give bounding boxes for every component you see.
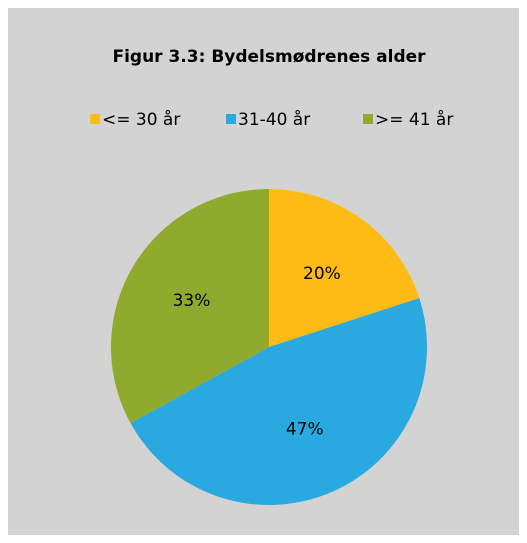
legend-label: >= 41 år [375, 109, 453, 130]
legend-swatch [363, 114, 373, 124]
chart-title: Figur 3.3: Bydelsmødrenes alder [112, 47, 426, 67]
pie-slice [111, 189, 269, 424]
legend-label: <= 30 år [102, 109, 180, 130]
legend-label: 31-40 år [238, 109, 310, 130]
legend-swatch [226, 114, 236, 124]
pie-slice [269, 189, 420, 347]
data-label: 20% [303, 264, 341, 284]
data-label: 47% [286, 420, 324, 440]
legend-swatch [90, 114, 100, 124]
pie-slice [130, 298, 427, 505]
data-label: 33% [173, 291, 211, 311]
